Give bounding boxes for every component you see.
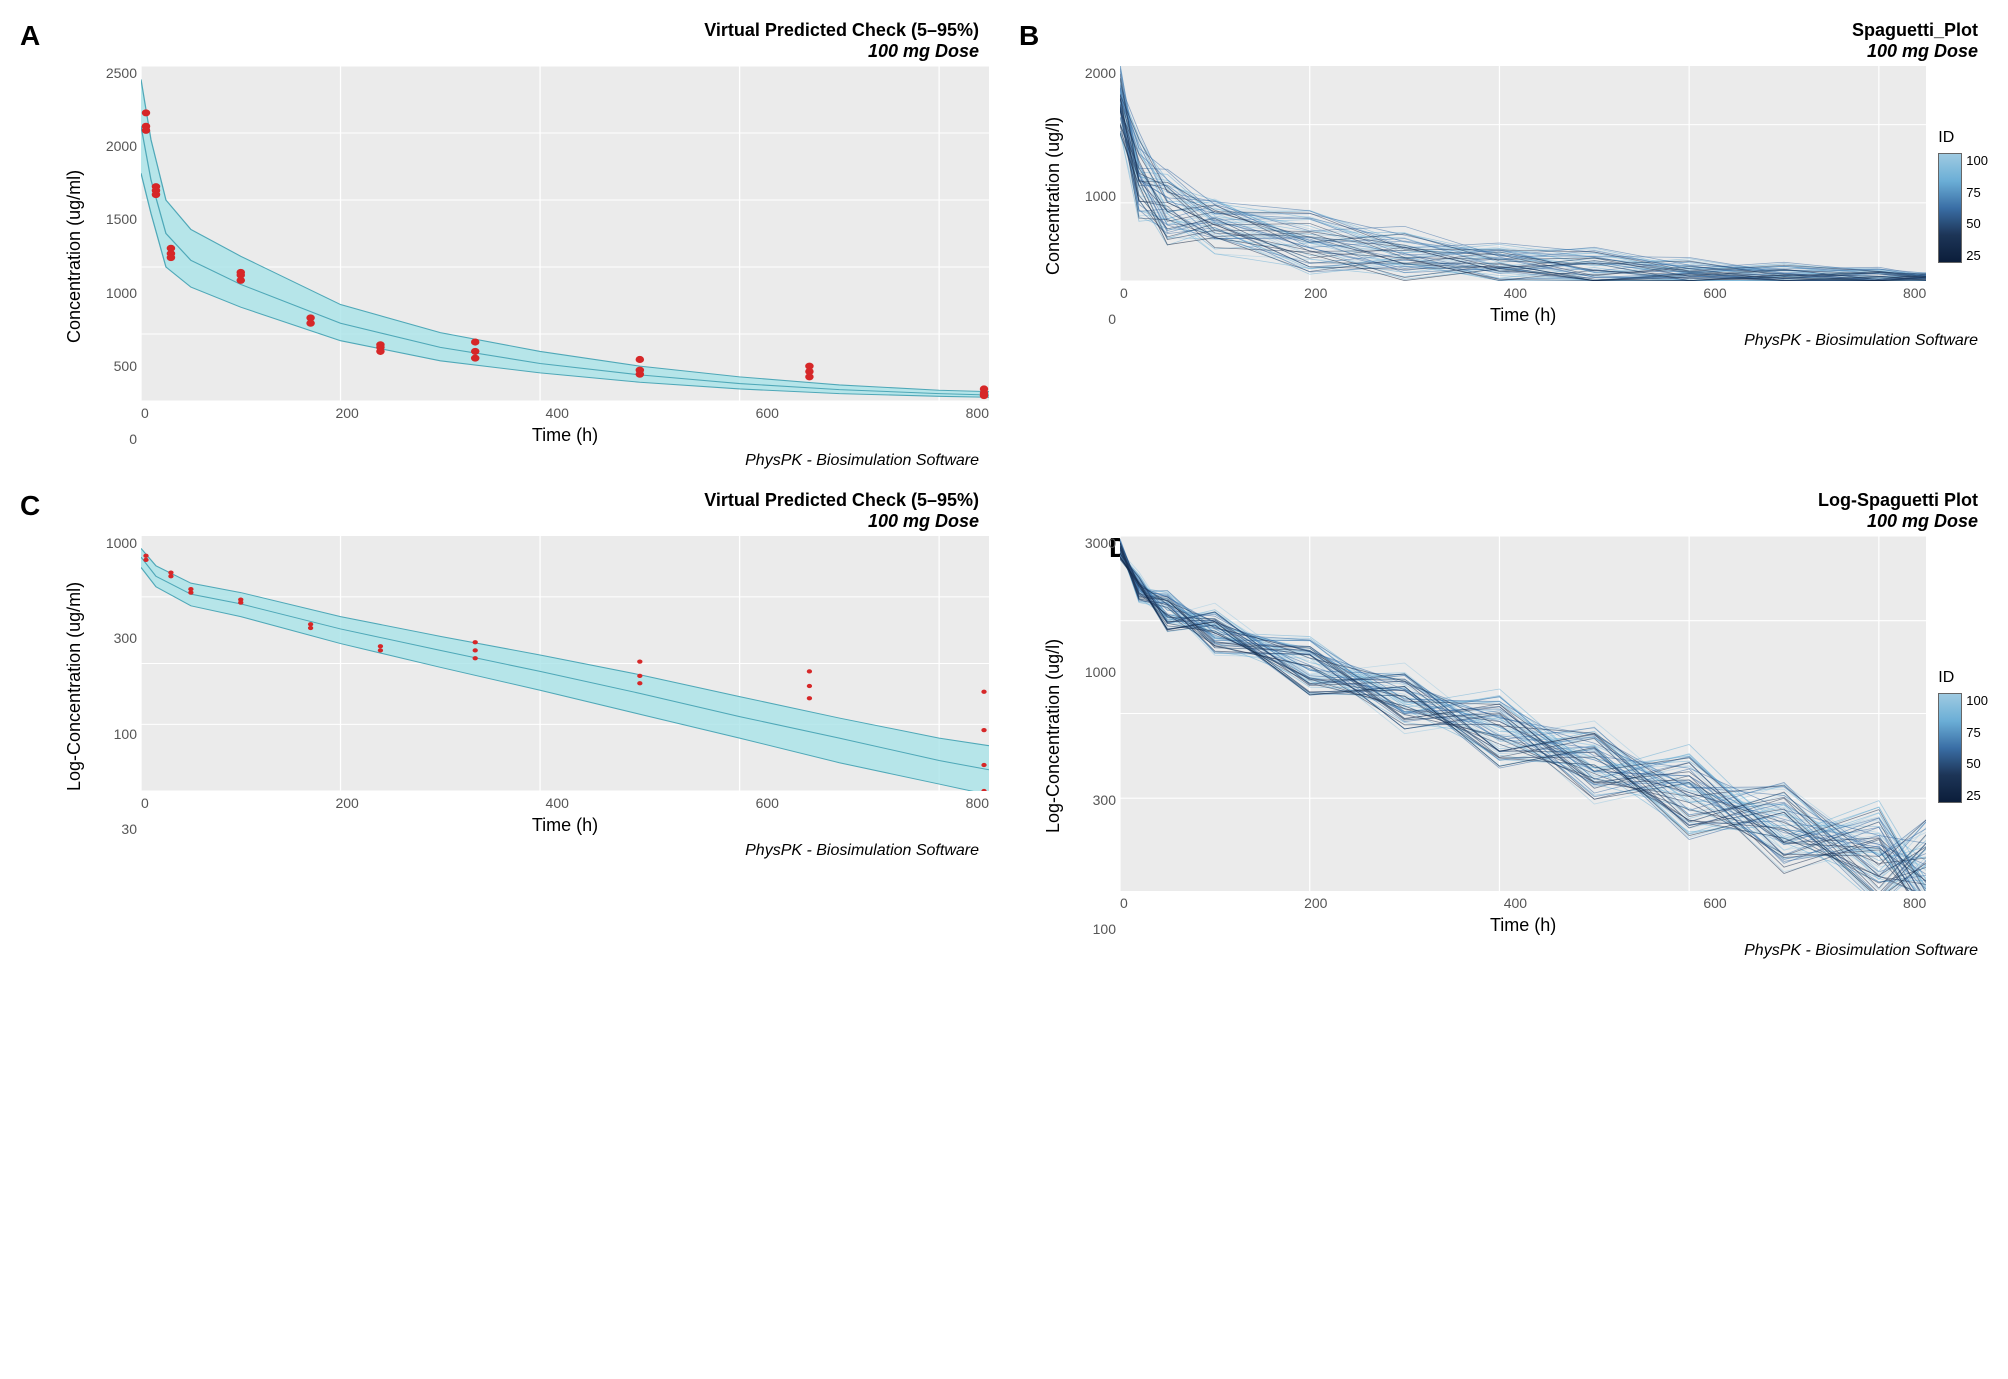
panel-d: Log-Spaguetti Plot 100 mg Dose D Log-Con…	[1019, 490, 1988, 960]
plot-area-d	[1120, 536, 1926, 891]
y-ticks-a: 25002000150010005000	[93, 66, 137, 446]
titles-d: Log-Spaguetti Plot 100 mg Dose	[1019, 490, 1978, 532]
caption-a: PhysPK - Biosimulation Software	[20, 452, 989, 470]
ylabel-b: Concentration (ug/l)	[1039, 66, 1068, 326]
legend-colorbar-b	[1938, 153, 1962, 263]
plot-area-a	[141, 66, 989, 401]
legend-ticks-b: 100755025	[1962, 153, 1988, 263]
chart-a	[141, 66, 989, 401]
panel-a: A Virtual Predicted Check (5–95%) 100 mg…	[20, 20, 989, 470]
ylabel-a: Concentration (ug/ml)	[60, 66, 89, 446]
xlabel-d: Time (h)	[1120, 915, 1926, 936]
caption-d: PhysPK - Biosimulation Software	[1019, 942, 1988, 960]
subtitle-a: 100 mg Dose	[20, 41, 979, 62]
x-ticks-b: 0200400600800	[1120, 281, 1926, 303]
title-b: Spaguetti_Plot	[1019, 20, 1978, 41]
y-ticks-b: 200010000	[1072, 66, 1116, 326]
subtitle-c: 100 mg Dose	[20, 511, 979, 532]
titles-c: Virtual Predicted Check (5–95%) 100 mg D…	[20, 490, 979, 532]
titles-b: Spaguetti_Plot 100 mg Dose	[1019, 20, 1978, 62]
titles-a: Virtual Predicted Check (5–95%) 100 mg D…	[20, 20, 979, 62]
ylabel-d: Log-Concentration (ug/l)	[1039, 536, 1068, 936]
chart-b	[1120, 66, 1926, 281]
title-a: Virtual Predicted Check (5–95%)	[20, 20, 979, 41]
chart-d	[1120, 536, 1926, 891]
panel-label-b: B	[1019, 20, 1039, 52]
figure-grid: A Virtual Predicted Check (5–95%) 100 mg…	[20, 20, 1988, 960]
legend-d: ID 100755025	[1926, 536, 1988, 936]
legend-b: ID 100755025	[1926, 66, 1988, 326]
y-ticks-d: 30001000300100	[1072, 536, 1116, 936]
caption-c: PhysPK - Biosimulation Software	[20, 842, 989, 860]
x-ticks-c: 0200400600800	[141, 791, 989, 813]
legend-ticks-d: 100755025	[1962, 693, 1988, 803]
panel-c: C Virtual Predicted Check (5–95%) 100 mg…	[20, 490, 989, 960]
subtitle-b: 100 mg Dose	[1019, 41, 1978, 62]
panel-label-c: C	[20, 490, 40, 522]
panel-b: B Spaguetti_Plot 100 mg Dose Concentrati…	[1019, 20, 1988, 470]
chart-c	[141, 536, 989, 791]
ylabel-c: Log-Concentration (ug/ml)	[60, 536, 89, 836]
legend-title-d: ID	[1938, 669, 1988, 687]
title-d: Log-Spaguetti Plot	[1019, 490, 1978, 511]
xlabel-b: Time (h)	[1120, 305, 1926, 326]
plot-area-c	[141, 536, 989, 791]
title-c: Virtual Predicted Check (5–95%)	[20, 490, 979, 511]
x-ticks-d: 0200400600800	[1120, 891, 1926, 913]
xlabel-a: Time (h)	[141, 425, 989, 446]
panel-label-a: A	[20, 20, 40, 52]
x-ticks-a: 0200400600800	[141, 401, 989, 423]
plot-area-b	[1120, 66, 1926, 281]
legend-colorbar-d	[1938, 693, 1962, 803]
subtitle-d: 100 mg Dose	[1019, 511, 1978, 532]
xlabel-c: Time (h)	[141, 815, 989, 836]
legend-title-b: ID	[1938, 129, 1988, 147]
caption-b: PhysPK - Biosimulation Software	[1019, 332, 1988, 350]
y-ticks-c: 100030010030	[93, 536, 137, 836]
